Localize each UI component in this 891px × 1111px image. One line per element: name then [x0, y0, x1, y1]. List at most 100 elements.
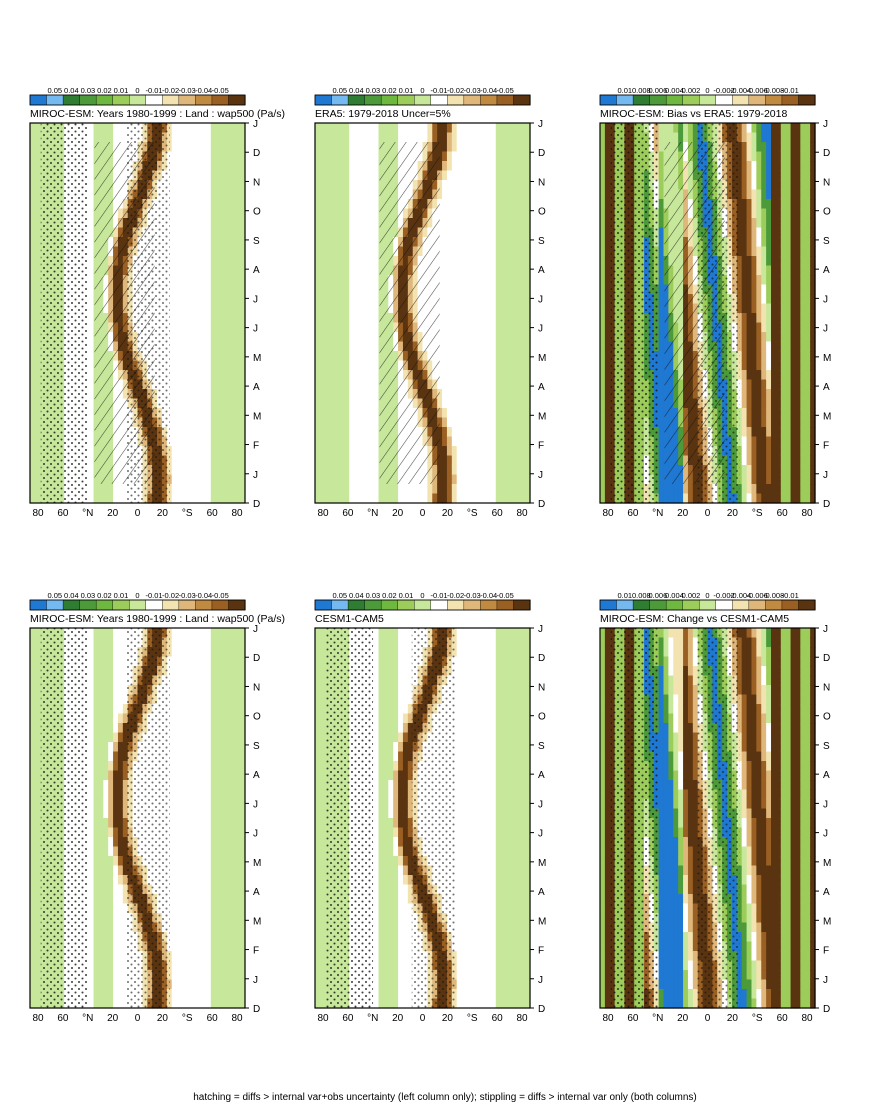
field-cell — [205, 170, 212, 181]
field-cell — [344, 332, 350, 343]
field-cell — [171, 294, 178, 305]
field-cell — [363, 332, 370, 343]
field-cell — [442, 455, 448, 466]
field-cell — [30, 837, 36, 848]
latitude-tick-label: 60 — [57, 1013, 69, 1024]
field-cell — [98, 742, 104, 753]
field-cell — [220, 341, 227, 352]
field-cell — [34, 884, 41, 895]
field-cell — [34, 370, 41, 381]
field-cell — [103, 932, 109, 943]
field-cell — [344, 275, 350, 286]
field-cell — [215, 265, 222, 276]
field-cell — [210, 751, 217, 762]
field-cell — [373, 142, 380, 153]
field-cell — [315, 170, 321, 181]
field-cell — [186, 427, 192, 438]
field-cell — [432, 484, 438, 495]
field-cell — [339, 265, 345, 276]
field-cell — [176, 856, 183, 867]
field-cell — [329, 218, 336, 229]
field-cell — [427, 493, 433, 504]
field-cell — [437, 427, 443, 438]
field-cell — [215, 951, 222, 962]
field-cell — [108, 484, 114, 495]
field-cell — [240, 313, 246, 324]
field-cell — [181, 647, 187, 658]
field-cell — [186, 732, 192, 743]
field-cell — [240, 436, 246, 447]
field-cell — [122, 647, 129, 658]
field-cell — [471, 465, 477, 476]
field-cell — [334, 408, 341, 419]
field-cell — [215, 704, 222, 715]
field-cell — [191, 799, 197, 810]
field-cell — [34, 675, 41, 686]
field-cell — [34, 685, 41, 696]
field-cell — [88, 894, 95, 905]
field-cell — [451, 398, 458, 409]
field-cell — [88, 493, 95, 504]
field-cell — [240, 484, 246, 495]
field-cell — [240, 493, 246, 504]
field-cell — [354, 493, 360, 504]
field-cell — [201, 332, 207, 343]
field-cell — [235, 732, 241, 743]
field-cell — [461, 237, 468, 248]
field-cell — [358, 275, 365, 286]
field-cell — [324, 199, 331, 210]
field-cell — [191, 142, 197, 153]
field-cell — [196, 960, 202, 971]
field-cell — [334, 275, 341, 286]
field-cell — [186, 484, 192, 495]
field-cell — [210, 303, 217, 314]
field-cell — [324, 189, 331, 200]
field-cell — [446, 455, 453, 466]
field-cell — [329, 455, 336, 466]
field-cell — [235, 989, 241, 1000]
field-cell — [34, 770, 41, 781]
field-cell — [319, 427, 326, 438]
field-cell — [98, 713, 104, 724]
field-cell — [191, 761, 197, 772]
field-cell — [471, 351, 477, 362]
field-cell — [205, 417, 212, 428]
field-cell — [446, 417, 453, 428]
field-cell — [354, 303, 360, 314]
field-cell — [186, 275, 192, 286]
field-cell — [34, 275, 41, 286]
field-cell — [113, 713, 119, 724]
field-cell — [181, 389, 187, 400]
field-cell — [471, 294, 477, 305]
field-cell — [30, 628, 36, 639]
field-cell — [205, 265, 212, 276]
field-cell — [108, 761, 114, 772]
field-cell — [34, 903, 41, 914]
field-cell — [437, 465, 443, 476]
field-cell — [368, 493, 375, 504]
field-cell — [235, 189, 241, 200]
field-cell — [181, 303, 187, 314]
field-cell — [230, 189, 236, 200]
field-cell — [176, 208, 183, 219]
field-cell — [235, 723, 241, 734]
field-cell — [456, 227, 463, 238]
field-cell — [181, 408, 187, 419]
field-cell — [446, 218, 453, 229]
colorbar-tick-label: 0.01 — [114, 591, 129, 600]
field-cell — [191, 808, 197, 819]
field-cell — [344, 360, 350, 371]
field-cell — [456, 132, 463, 143]
field-cell — [88, 922, 95, 933]
field-cell — [220, 142, 227, 153]
field-cell — [215, 780, 222, 791]
field-cell — [30, 856, 36, 867]
field-cell — [235, 647, 241, 658]
field-cell — [201, 455, 207, 466]
field-cell — [230, 894, 236, 905]
field-cell — [235, 979, 241, 990]
field-cell — [373, 417, 380, 428]
field-cell — [225, 189, 231, 200]
field-cell — [205, 465, 212, 476]
field-cell — [368, 351, 375, 362]
